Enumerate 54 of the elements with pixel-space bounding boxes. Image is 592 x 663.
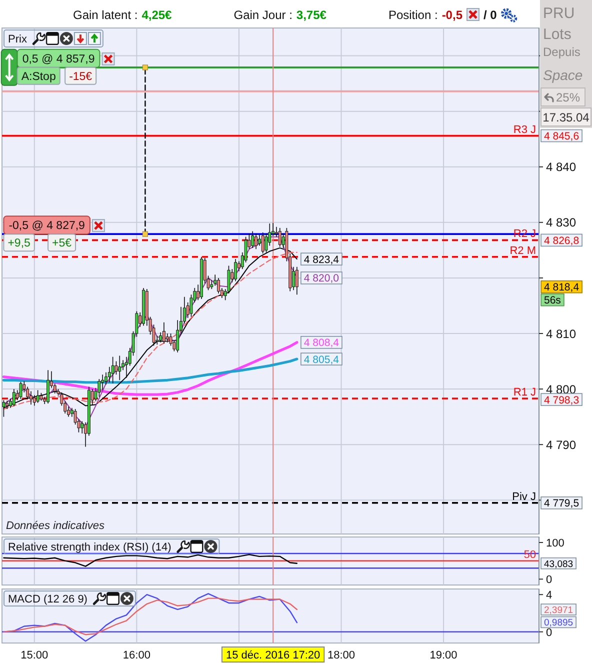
y-tick-label: 100 bbox=[546, 537, 564, 550]
data-label: 4 808,4 bbox=[304, 337, 340, 350]
y-tick-label: 0 bbox=[546, 574, 552, 586]
text: 25% bbox=[556, 90, 580, 104]
data-label: 4 820,0 bbox=[304, 272, 340, 285]
annotation: 4 779,5 bbox=[544, 498, 580, 510]
text: Position : bbox=[388, 8, 438, 22]
x-tick-label: 19:00 bbox=[430, 650, 458, 662]
annotation: 0,5 @ 4 857,9 bbox=[22, 53, 95, 66]
x-tick-label: 16:00 bbox=[122, 650, 150, 662]
text: Gain Jour : bbox=[234, 8, 292, 22]
chart-title: Relative strength index (RSI) (14) bbox=[8, 542, 172, 554]
text: 56s bbox=[544, 294, 561, 307]
annotation: +5€ bbox=[52, 238, 72, 250]
y-tick-label: 4 bbox=[546, 590, 552, 602]
x-tick-label: 15:00 bbox=[20, 650, 48, 662]
y-tick-label: 0 bbox=[546, 626, 552, 639]
text: Prix bbox=[8, 34, 28, 46]
annotation: +9,5 bbox=[8, 238, 30, 250]
text: 4 818,4 bbox=[544, 282, 580, 294]
text: Lots bbox=[543, 26, 572, 43]
y-tick-label: 4 800 bbox=[546, 382, 576, 396]
ref-line-label: 15 déc. 2016 17:20 bbox=[226, 650, 320, 662]
text: 4,25€ bbox=[142, 8, 172, 22]
text: PRU bbox=[543, 5, 575, 22]
y-tick-label: 4 790 bbox=[546, 438, 576, 452]
annotation: -0,5 @ 4 827,9 bbox=[8, 220, 85, 232]
text: Depuis bbox=[543, 45, 580, 59]
y-tick-label: 4 810 bbox=[546, 326, 576, 341]
annotation: 43,083 bbox=[544, 558, 574, 570]
ref-line-label: R2 M bbox=[510, 244, 536, 257]
text: Gain latent : bbox=[73, 8, 138, 22]
chart-title: MACD (12 26 9) bbox=[8, 594, 88, 606]
y-tick-label: 4 830 bbox=[546, 216, 576, 230]
x-tick-label: 18:00 bbox=[327, 650, 356, 662]
text: / 0 bbox=[483, 8, 498, 22]
ref-line-label: R3 J bbox=[513, 124, 536, 136]
y-tick-label: 4 840 bbox=[546, 160, 576, 174]
annotation: 0,9895 bbox=[544, 618, 574, 629]
ref-line-label: Piv J bbox=[512, 490, 536, 503]
ref-line-label: R1 J bbox=[513, 386, 536, 398]
text: 17.35.04 bbox=[542, 110, 590, 124]
data-label: 4 805,4 bbox=[304, 354, 340, 366]
data-label: 4 823,4 bbox=[304, 254, 340, 266]
text: -0,5 bbox=[442, 8, 463, 22]
text: 3,75€ bbox=[296, 8, 327, 22]
annotation: 4 826,8 bbox=[544, 234, 580, 247]
annotation: 4 798,3 bbox=[544, 394, 580, 406]
annotation: Données indicatives bbox=[6, 520, 105, 532]
annotation: -15€ bbox=[69, 70, 93, 83]
annotation: A:Stop bbox=[21, 70, 56, 83]
annotation: 2,3971 bbox=[544, 604, 574, 616]
text: Space bbox=[543, 67, 583, 83]
annotation: 4 845,6 bbox=[544, 130, 580, 143]
